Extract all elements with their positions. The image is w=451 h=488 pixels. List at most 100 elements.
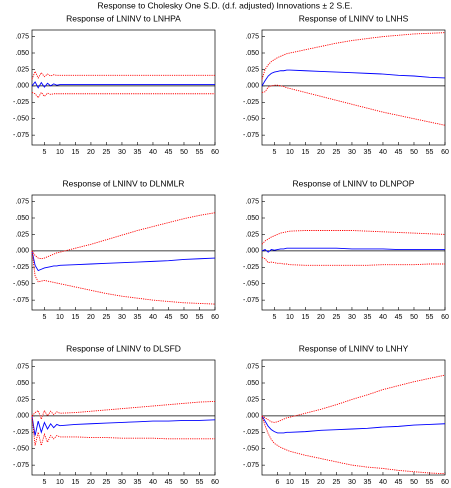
x-tick-label: 30 bbox=[348, 479, 356, 486]
response-line bbox=[261, 247, 445, 253]
x-tick-label: 45 bbox=[165, 149, 173, 156]
x-tick-label: 40 bbox=[379, 149, 387, 156]
y-tick-label: -.025 bbox=[13, 264, 29, 271]
y-tick-label: -.075 bbox=[13, 462, 29, 469]
y-tick-label: -.025 bbox=[243, 429, 259, 436]
x-tick-label: 30 bbox=[118, 314, 126, 321]
x-tick-label: 25 bbox=[333, 479, 341, 486]
x-tick-label: 25 bbox=[333, 314, 341, 321]
y-tick-label: .075 bbox=[15, 198, 29, 205]
y-tick-label: .025 bbox=[15, 396, 29, 403]
response-line bbox=[31, 81, 215, 89]
response-line bbox=[261, 69, 446, 87]
response-line bbox=[31, 250, 216, 272]
x-tick-label: 10 bbox=[286, 314, 294, 321]
x-tick-label: 50 bbox=[410, 314, 418, 321]
x-tick-label: 10 bbox=[286, 479, 294, 486]
x-tick-label: 10 bbox=[56, 314, 64, 321]
x-tick-label: 60 bbox=[441, 479, 449, 486]
x-tick-label: 15 bbox=[72, 479, 80, 486]
y-tick-label: -.050 bbox=[243, 446, 259, 453]
response-line bbox=[261, 415, 446, 434]
y-tick-label: .000 bbox=[15, 83, 29, 90]
x-tick-label: 6 bbox=[276, 479, 280, 486]
panel-title: Response of LNINV to LNHS bbox=[299, 13, 409, 23]
y-tick-label: -.025 bbox=[13, 99, 29, 106]
y-tick-label: -.075 bbox=[13, 132, 29, 139]
x-tick-label: 15 bbox=[302, 479, 310, 486]
x-tick-label: 60 bbox=[441, 314, 449, 321]
response-line bbox=[31, 70, 215, 80]
x-tick-label: 55 bbox=[196, 149, 204, 156]
x-tick-label: 20 bbox=[317, 149, 325, 156]
x-tick-label: 15 bbox=[72, 314, 80, 321]
x-tick-label: 5 bbox=[42, 149, 46, 156]
x-tick-label: 15 bbox=[72, 149, 80, 156]
y-tick-label: .025 bbox=[245, 66, 259, 73]
x-tick-label: 10 bbox=[286, 149, 294, 156]
panel-title: Response of LNINV to DLSFD bbox=[66, 343, 181, 353]
response-line bbox=[261, 415, 446, 475]
y-tick-label: .000 bbox=[15, 248, 29, 255]
y-tick-label: -.050 bbox=[13, 446, 29, 453]
y-tick-label: .075 bbox=[245, 198, 259, 205]
x-tick-label: 30 bbox=[118, 149, 126, 156]
panel-title: Response of LNINV to LNHY bbox=[299, 343, 409, 353]
x-tick-label: 35 bbox=[364, 314, 372, 321]
x-tick-label: 55 bbox=[196, 479, 204, 486]
panel-title: Response of LNINV to DLNMLR bbox=[63, 178, 185, 188]
x-tick-label: 50 bbox=[180, 479, 188, 486]
y-tick-label: -.075 bbox=[243, 297, 259, 304]
x-tick-label: 60 bbox=[211, 149, 219, 156]
x-tick-label: 35 bbox=[364, 149, 372, 156]
x-tick-label: 5 bbox=[272, 314, 276, 321]
x-tick-label: 30 bbox=[348, 314, 356, 321]
response-line bbox=[261, 257, 445, 266]
response-line bbox=[261, 84, 446, 126]
y-tick-label: -.050 bbox=[243, 281, 259, 288]
x-tick-label: 40 bbox=[379, 479, 387, 486]
y-tick-label: .050 bbox=[245, 50, 259, 57]
y-tick-label: .025 bbox=[15, 231, 29, 238]
x-tick-label: 20 bbox=[87, 314, 95, 321]
x-tick-label: 25 bbox=[103, 479, 111, 486]
panel-title: Response of LNINV to LNHPA bbox=[66, 13, 181, 23]
y-tick-label: -.075 bbox=[243, 462, 259, 469]
y-tick-label: -.050 bbox=[13, 116, 29, 123]
x-tick-label: 20 bbox=[317, 479, 325, 486]
x-tick-label: 10 bbox=[56, 149, 64, 156]
x-tick-label: 25 bbox=[333, 149, 341, 156]
x-tick-label: 40 bbox=[149, 149, 157, 156]
y-tick-label: .025 bbox=[15, 66, 29, 73]
y-tick-label: .075 bbox=[245, 33, 259, 40]
x-tick-label: 60 bbox=[211, 479, 219, 486]
y-tick-label: .050 bbox=[245, 215, 259, 222]
x-tick-label: 5 bbox=[272, 149, 276, 156]
x-tick-label: 25 bbox=[103, 149, 111, 156]
x-tick-label: 35 bbox=[134, 479, 142, 486]
y-tick-label: .025 bbox=[245, 396, 259, 403]
x-tick-label: 40 bbox=[379, 314, 387, 321]
response-line bbox=[261, 230, 446, 245]
x-tick-label: 50 bbox=[410, 149, 418, 156]
x-tick-label: 20 bbox=[87, 479, 95, 486]
x-tick-label: 40 bbox=[149, 479, 157, 486]
y-tick-label: .075 bbox=[245, 363, 259, 370]
y-tick-label: -.025 bbox=[13, 429, 29, 436]
x-tick-label: 30 bbox=[118, 479, 126, 486]
x-tick-label: 45 bbox=[165, 479, 173, 486]
x-tick-label: 5 bbox=[42, 479, 46, 486]
plot-frame bbox=[261, 29, 446, 146]
response-line bbox=[31, 250, 216, 305]
x-tick-label: 35 bbox=[134, 314, 142, 321]
y-tick-label: .000 bbox=[15, 413, 29, 420]
plot-frame bbox=[31, 359, 216, 476]
x-tick-label: 50 bbox=[180, 149, 188, 156]
y-tick-label: .050 bbox=[245, 380, 259, 387]
y-tick-label: .000 bbox=[245, 83, 259, 90]
y-tick-label: -.025 bbox=[243, 99, 259, 106]
y-tick-label: .025 bbox=[245, 231, 259, 238]
x-tick-label: 50 bbox=[180, 314, 188, 321]
x-tick-label: 35 bbox=[134, 149, 142, 156]
x-tick-label: 30 bbox=[348, 149, 356, 156]
